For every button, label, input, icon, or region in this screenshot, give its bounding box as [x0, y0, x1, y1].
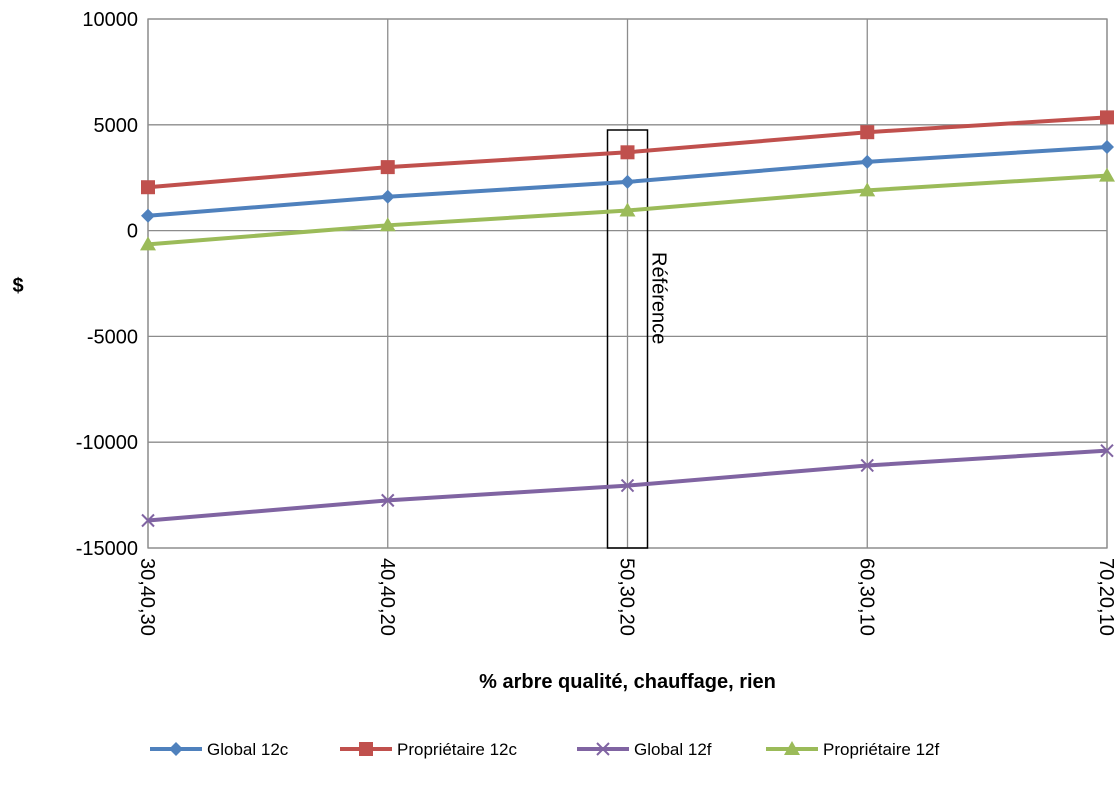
legend-label: Propriétaire 12c [397, 740, 518, 759]
legend-swatch-marker [359, 742, 373, 756]
data-point [620, 145, 635, 160]
data-point [381, 493, 395, 508]
legend-label: Global 12c [207, 740, 289, 759]
legend-item: Propriétaire 12f [766, 740, 940, 759]
data-point [379, 217, 396, 232]
x-axis-title: % arbre qualité, chauffage, rien [479, 671, 776, 693]
legend: Global 12c Propriétaire 12c Global 12f Prop… [150, 740, 940, 759]
x-tick-label: 30,40,30 [136, 558, 158, 636]
reference-label: Référence [648, 252, 670, 344]
legend-label: Propriétaire 12f [823, 740, 940, 759]
data-point [860, 125, 875, 140]
reference-box [606, 129, 649, 549]
data-point [620, 174, 635, 189]
legend-item: Propriétaire 12c [340, 740, 518, 759]
data-point [1100, 443, 1114, 458]
data-point [141, 180, 155, 195]
data-point [619, 202, 636, 217]
data-point [860, 154, 875, 169]
x-tick-label: 70,20,10 [1095, 558, 1117, 636]
data-point [620, 478, 635, 493]
y-tick-label: -5000 [87, 326, 138, 348]
x-tick-label: 60,30,10 [855, 558, 877, 636]
data-point [1100, 140, 1114, 155]
y-tick-label: -15000 [76, 538, 138, 560]
y-tick-label: 0 [127, 221, 138, 243]
legend-swatch-marker [784, 741, 800, 755]
series-global-12f [141, 443, 1114, 528]
data-point [1099, 167, 1115, 182]
data-point [380, 160, 395, 175]
y-tick-label: 5000 [94, 115, 139, 137]
x-tick-label: 40,40,20 [376, 558, 398, 636]
legend-swatch-marker [169, 742, 183, 756]
grid-lines [147, 18, 1108, 549]
x-tick-label: 50,30,20 [616, 558, 638, 636]
y-tick-label: -10000 [76, 432, 138, 454]
legend-item: Global 12c [150, 740, 289, 759]
y-tick-label: 10000 [82, 9, 138, 31]
y-axis-title: $ [12, 275, 23, 297]
data-point [860, 458, 874, 473]
reference-annotation: Référence [606, 129, 670, 549]
series-global-12c [141, 140, 1114, 223]
data-point [141, 208, 155, 223]
x-axis-ticks: 30,40,30 40,40,20 50,30,20 60,30,10 70,20,10 [136, 558, 1117, 636]
legend-item: Global 12f [577, 740, 712, 759]
legend-label: Global 12f [634, 740, 712, 759]
data-point [140, 236, 156, 251]
legend-swatch-marker [596, 742, 610, 756]
series-lines [140, 110, 1115, 528]
data-point [1100, 110, 1114, 125]
data-point [380, 189, 395, 204]
y-axis-ticks: 10000 5000 0 -5000 -10000 -15000 [76, 9, 138, 560]
data-point [141, 513, 155, 528]
series-propri-taire-12f [140, 167, 1115, 251]
series-propri-taire-12c [141, 110, 1114, 195]
data-point [859, 182, 876, 197]
